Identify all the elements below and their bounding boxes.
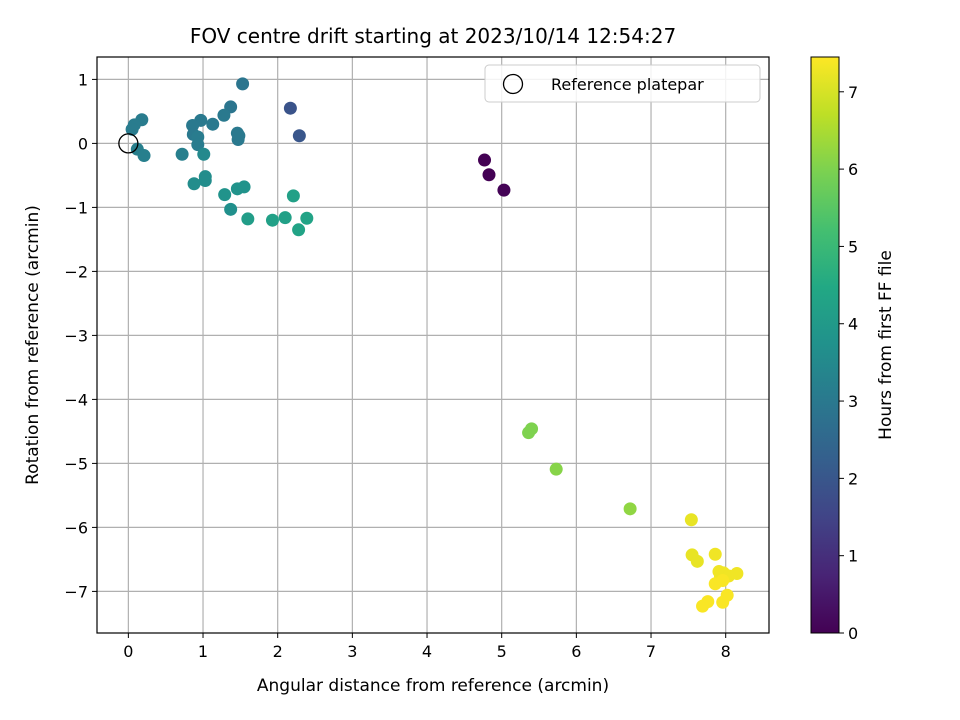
x-tick-label: 4 — [422, 642, 432, 661]
data-point — [522, 426, 536, 440]
data-point — [623, 502, 637, 516]
data-point — [283, 101, 297, 115]
data-point — [690, 554, 704, 568]
colorbar-tick-label: 6 — [848, 160, 858, 179]
data-point — [137, 149, 151, 163]
x-tick-label: 2 — [273, 642, 283, 661]
colorbar: 0 1 2 3 4 5 6 7 Hours from first FF file — [810, 56, 896, 643]
data-point — [265, 213, 279, 227]
legend: Reference platepar — [484, 64, 761, 103]
data-point — [708, 547, 722, 561]
colorbar-tick-label: 5 — [848, 237, 858, 256]
y-tick-label: 0 — [78, 134, 88, 153]
y-tick-label: −7 — [64, 582, 88, 601]
colorbar-tick-label: 2 — [848, 469, 858, 488]
y-axis-ticks: 1 0 −1 −2 −3 −4 −5 −6 −7 — [64, 70, 97, 601]
colorbar-tick-label: 1 — [848, 547, 858, 566]
legend-box — [484, 64, 761, 103]
x-tick-label: 7 — [646, 642, 656, 661]
data-point — [292, 223, 306, 237]
data-point — [549, 462, 563, 476]
data-point — [286, 189, 300, 203]
y-tick-label: −5 — [64, 454, 88, 473]
y-tick-label: −4 — [64, 390, 88, 409]
data-point — [730, 566, 744, 580]
y-tick-label: −3 — [64, 326, 88, 345]
data-point — [696, 599, 710, 613]
colorbar-tick-label: 0 — [848, 624, 858, 643]
data-point — [716, 574, 730, 588]
y-tick-label: −1 — [64, 198, 88, 217]
data-point — [187, 177, 201, 191]
legend-entry-reference-platepar: Reference platepar — [551, 75, 704, 94]
data-point — [300, 211, 314, 225]
data-point — [478, 153, 492, 167]
colorbar-tick-label: 4 — [848, 315, 858, 334]
y-axis-label: Rotation from reference (arcmin) — [23, 205, 43, 485]
data-point — [236, 77, 250, 91]
data-point — [482, 168, 496, 182]
data-point — [237, 180, 251, 194]
x-axis-label: Angular distance from reference (arcmin) — [257, 676, 609, 696]
legend-reference-marker — [502, 73, 524, 95]
x-tick-label: 3 — [347, 642, 357, 661]
plot-frame — [96, 56, 770, 634]
data-point — [716, 595, 730, 609]
data-point — [125, 122, 139, 136]
colorbar-gradient — [810, 56, 840, 634]
data-point — [232, 129, 246, 143]
data-point — [278, 211, 292, 225]
y-tick-label: 1 — [78, 70, 88, 89]
data-points — [118, 77, 744, 613]
data-point — [217, 108, 231, 122]
chart-title: FOV centre drift starting at 2023/10/14 … — [190, 24, 676, 48]
grid-lines — [97, 57, 769, 633]
y-tick-label: −2 — [64, 262, 88, 281]
data-point — [684, 513, 698, 527]
x-tick-label: 6 — [571, 642, 581, 661]
reference-platepar-marker — [118, 133, 139, 154]
colorbar-ticks: 0 1 2 3 4 5 6 7 — [839, 83, 858, 643]
data-point — [191, 138, 205, 152]
colorbar-tick-label: 7 — [848, 83, 858, 102]
data-point — [224, 202, 238, 216]
data-point — [497, 183, 511, 197]
data-point — [218, 188, 232, 202]
x-axis-ticks: 0 1 2 3 4 5 6 7 8 — [123, 633, 731, 661]
data-point — [206, 117, 220, 131]
data-point — [197, 147, 211, 161]
x-tick-label: 0 — [123, 642, 133, 661]
y-tick-label: −6 — [64, 518, 88, 537]
data-point — [198, 174, 212, 188]
data-point — [175, 147, 189, 161]
x-tick-label: 1 — [198, 642, 208, 661]
colorbar-tick-label: 3 — [848, 392, 858, 411]
data-point — [292, 129, 306, 143]
x-tick-label: 5 — [497, 642, 507, 661]
data-point — [241, 212, 255, 226]
colorbar-label: Hours from first FF file — [876, 250, 896, 440]
x-tick-label: 8 — [721, 642, 731, 661]
